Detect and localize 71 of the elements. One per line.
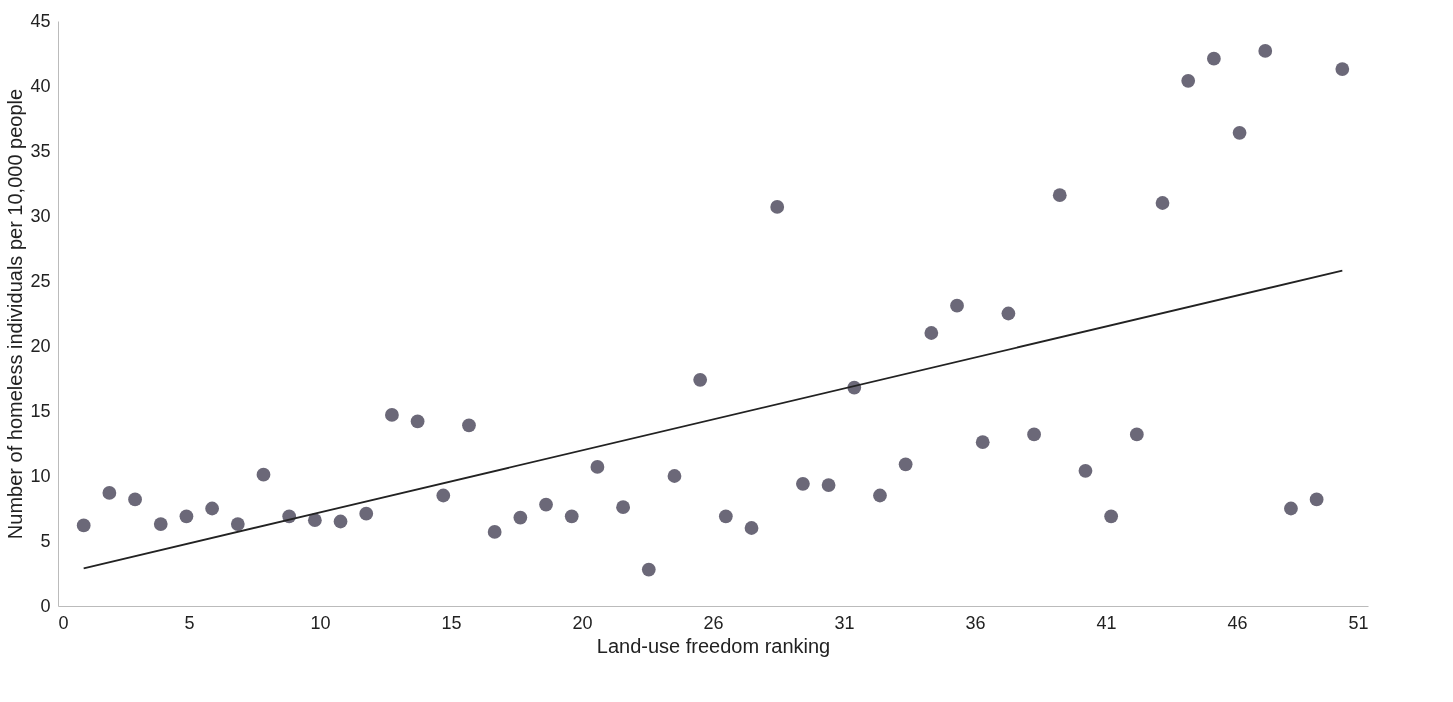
x-tick-label: 15 bbox=[441, 612, 462, 633]
point bbox=[1309, 492, 1324, 507]
point bbox=[1181, 73, 1196, 88]
point bbox=[898, 457, 913, 472]
point bbox=[128, 492, 142, 507]
y-axis-title: Number of homeless individuals per 10,000 people bbox=[4, 88, 27, 540]
x-tick-label: 20 bbox=[572, 612, 593, 633]
point bbox=[1052, 188, 1067, 203]
point bbox=[950, 298, 964, 313]
point bbox=[230, 517, 245, 531]
x-tick-label: 46 bbox=[1227, 612, 1248, 633]
point bbox=[462, 418, 476, 433]
point bbox=[1129, 427, 1144, 442]
x-tick-label: 5 bbox=[184, 612, 195, 633]
point bbox=[744, 521, 759, 535]
point bbox=[1284, 501, 1298, 516]
y-tick-label: 10 bbox=[30, 465, 51, 486]
point bbox=[1078, 463, 1093, 478]
point bbox=[873, 488, 887, 503]
point bbox=[1258, 44, 1273, 58]
y-tick-label: 35 bbox=[30, 140, 51, 161]
y-tick-label: 30 bbox=[30, 205, 51, 226]
point bbox=[205, 501, 220, 516]
point bbox=[1001, 306, 1016, 321]
x-tick-label: 0 bbox=[58, 612, 69, 633]
point bbox=[796, 476, 810, 491]
x-axis-title: Land-use freedom ranking bbox=[596, 634, 831, 657]
point bbox=[513, 510, 528, 525]
point bbox=[539, 497, 553, 512]
y-tick-label: 40 bbox=[30, 75, 51, 96]
x-tick-label: 51 bbox=[1348, 612, 1369, 633]
point bbox=[667, 469, 682, 483]
point bbox=[693, 372, 708, 387]
y-tick-label: 5 bbox=[40, 530, 51, 551]
x-tick-label: 10 bbox=[310, 612, 331, 633]
point bbox=[153, 517, 168, 531]
point bbox=[770, 200, 785, 214]
y-tick-label: 25 bbox=[30, 270, 51, 291]
point bbox=[1206, 51, 1221, 66]
point bbox=[1155, 196, 1170, 210]
x-tick-label: 36 bbox=[965, 612, 986, 633]
point bbox=[102, 486, 117, 500]
y-tick-label: 0 bbox=[40, 595, 51, 616]
point bbox=[307, 513, 322, 528]
point bbox=[385, 408, 399, 422]
point bbox=[1232, 125, 1247, 140]
point bbox=[924, 326, 939, 340]
point bbox=[975, 435, 990, 450]
point bbox=[359, 506, 374, 521]
point bbox=[256, 467, 271, 482]
point bbox=[641, 562, 656, 577]
point bbox=[410, 414, 425, 429]
point bbox=[1104, 509, 1119, 524]
point bbox=[564, 509, 579, 524]
point bbox=[179, 509, 194, 524]
point bbox=[821, 478, 836, 492]
y-tick-label: 15 bbox=[30, 400, 51, 421]
point bbox=[718, 509, 733, 524]
point bbox=[616, 500, 630, 515]
x-tick-label: 26 bbox=[703, 612, 724, 633]
point bbox=[436, 488, 451, 503]
y-tick-label: 45 bbox=[30, 10, 51, 31]
x-tick-label: 31 bbox=[834, 612, 855, 633]
point bbox=[487, 525, 502, 539]
point bbox=[76, 518, 91, 533]
point bbox=[333, 514, 348, 529]
x-tick-label: 41 bbox=[1096, 612, 1117, 633]
point bbox=[590, 460, 605, 474]
point bbox=[1335, 62, 1350, 76]
y-tick-label: 20 bbox=[30, 335, 51, 356]
point bbox=[1027, 427, 1041, 442]
